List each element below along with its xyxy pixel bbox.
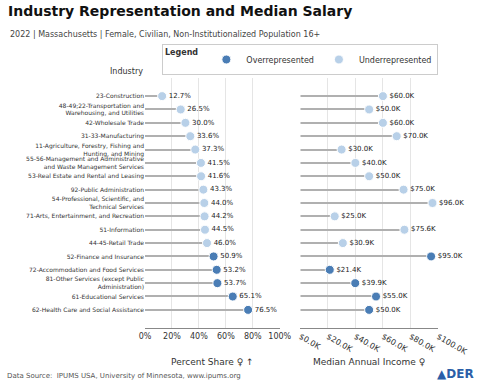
svg-text:60%: 60% bbox=[217, 332, 235, 341]
svg-text:$95.0K: $95.0K bbox=[438, 252, 463, 260]
svg-text:48-49;22-Transportation andWar: 48-49;22-Transportation andWarehousing, … bbox=[59, 102, 144, 118]
svg-text:$30.9K: $30.9K bbox=[349, 239, 374, 247]
svg-text:$70.0K: $70.0K bbox=[403, 132, 428, 140]
svg-text:71-Arts, Entertainment, and Re: 71-Arts, Entertainment, and Recreation bbox=[26, 212, 144, 219]
svg-text:0%: 0% bbox=[139, 332, 152, 341]
svg-text:$100.0K: $100.0K bbox=[435, 332, 469, 357]
svg-text:$60.0K: $60.0K bbox=[390, 119, 415, 127]
svg-text:62-Health Care and Social Assi: 62-Health Care and Social Assistance bbox=[32, 306, 144, 313]
svg-text:76.5%: 76.5% bbox=[255, 306, 278, 314]
svg-text:65.1%: 65.1% bbox=[239, 292, 262, 300]
svg-text:Data Source: IPUMS USA, Unive: Data Source: IPUMS USA, University of Mi… bbox=[7, 372, 241, 380]
svg-text:12.7%: 12.7% bbox=[169, 92, 192, 100]
svg-text:40%: 40% bbox=[190, 332, 208, 341]
svg-text:Underrepresented: Underrepresented bbox=[359, 56, 432, 65]
svg-text:44.0%: 44.0% bbox=[211, 199, 234, 207]
svg-text:$20.0K: $20.0K bbox=[325, 332, 355, 354]
svg-text:30.0%: 30.0% bbox=[192, 119, 215, 127]
svg-text:Industry Representation and Me: Industry Representation and Median Salar… bbox=[8, 3, 352, 19]
svg-text:$96.0K: $96.0K bbox=[439, 199, 464, 207]
svg-text:61-Educational Services: 61-Educational Services bbox=[72, 293, 144, 300]
svg-text:50.9%: 50.9% bbox=[220, 252, 243, 260]
svg-text:80%: 80% bbox=[244, 332, 262, 341]
svg-text:26.5%: 26.5% bbox=[187, 105, 210, 113]
svg-text:54-Professional, Scientific, a: 54-Professional, Scientific, andTechnica… bbox=[52, 195, 144, 210]
svg-text:$39.9K: $39.9K bbox=[362, 279, 387, 287]
svg-text:46.0%: 46.0% bbox=[214, 239, 237, 247]
svg-text:$40.0K: $40.0K bbox=[352, 332, 382, 354]
svg-text:42-Wholesale Trade: 42-Wholesale Trade bbox=[85, 119, 144, 126]
svg-text:Median Annual Income ♀: Median Annual Income ♀ bbox=[313, 357, 425, 367]
svg-text:44.2%: 44.2% bbox=[211, 212, 234, 220]
svg-text:$75.6K: $75.6K bbox=[411, 225, 436, 233]
svg-text:Industry: Industry bbox=[110, 67, 143, 76]
svg-text:72-Accommodation and Food Serv: 72-Accommodation and Food Services bbox=[29, 266, 144, 273]
svg-text:$75.0K: $75.0K bbox=[410, 185, 435, 193]
svg-text:41.6%: 41.6% bbox=[208, 172, 231, 180]
svg-text:51-Information: 51-Information bbox=[99, 226, 144, 233]
svg-text:53-Real Estate and Rental and: 53-Real Estate and Rental and Leasing bbox=[28, 172, 144, 180]
svg-text:Overrepresented: Overrepresented bbox=[246, 56, 314, 65]
svg-text:100%: 100% bbox=[268, 332, 291, 341]
svg-text:55-56-Management and Administr: 55-56-Management and Administrativeand W… bbox=[26, 155, 144, 171]
svg-text:2022 | Massachusetts | Female,: 2022 | Massachusetts | Female, Civilian,… bbox=[10, 30, 320, 39]
svg-text:44.5%: 44.5% bbox=[212, 225, 235, 233]
svg-text:$50.0K: $50.0K bbox=[376, 105, 401, 113]
svg-text:53.7%: 53.7% bbox=[224, 279, 247, 287]
svg-text:41.5%: 41.5% bbox=[208, 159, 231, 167]
svg-text:11-Agriculture, Forestry, Fish: 11-Agriculture, Forestry, Fishing andHun… bbox=[35, 142, 144, 158]
svg-text:$40.0K: $40.0K bbox=[362, 159, 387, 167]
svg-text:81-Other Services (except Publ: 81-Other Services (except PublicAdminist… bbox=[46, 275, 144, 290]
svg-text:$60.0K: $60.0K bbox=[390, 92, 415, 100]
svg-text:Legend: Legend bbox=[165, 48, 198, 57]
svg-text:92-Public Administration: 92-Public Administration bbox=[71, 186, 145, 193]
svg-text:Percent Share ♀ ↑: Percent Share ♀ ↑ bbox=[171, 357, 254, 367]
svg-text:$50.0K: $50.0K bbox=[376, 306, 401, 314]
svg-text:$25.0K: $25.0K bbox=[341, 212, 366, 220]
svg-text:$30.0K: $30.0K bbox=[348, 145, 373, 153]
svg-text:52-Finance and Insurance: 52-Finance and Insurance bbox=[67, 253, 145, 260]
svg-text:20%: 20% bbox=[163, 332, 181, 341]
svg-text:44-45-Retail Trade: 44-45-Retail Trade bbox=[89, 239, 144, 246]
svg-text:43.3%: 43.3% bbox=[210, 185, 233, 193]
svg-text:53.2%: 53.2% bbox=[223, 266, 246, 274]
svg-text:$50.0K: $50.0K bbox=[376, 172, 401, 180]
svg-text:$80.0K: $80.0K bbox=[407, 332, 437, 354]
svg-text:$60.0K: $60.0K bbox=[380, 332, 410, 354]
svg-text:$21.4K: $21.4K bbox=[336, 266, 361, 274]
svg-text:$55.0K: $55.0K bbox=[383, 292, 408, 300]
svg-text:23-Construction: 23-Construction bbox=[96, 92, 144, 99]
svg-text:$0.0K: $0.0K bbox=[297, 332, 322, 352]
svg-text:31-33-Manufacturing: 31-33-Manufacturing bbox=[81, 132, 144, 140]
svg-text:37.3%: 37.3% bbox=[202, 145, 225, 153]
svg-text:33.6%: 33.6% bbox=[197, 132, 220, 140]
svg-text:▲DER: ▲DER bbox=[437, 367, 474, 381]
